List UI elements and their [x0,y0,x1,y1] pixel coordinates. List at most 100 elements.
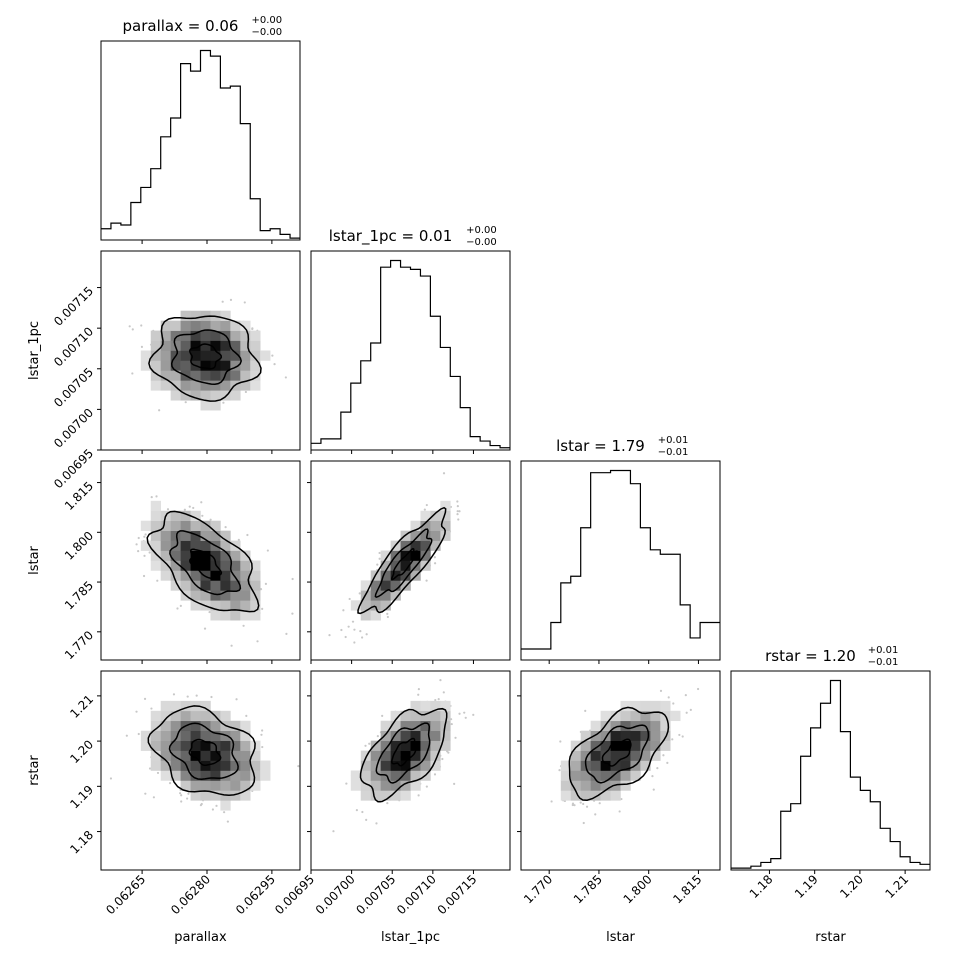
hist-panel-lstar: lstar = 1.79 +0.01−0.01 [520,435,721,664]
panel-frame [100,670,301,871]
density-cell [240,360,251,371]
density-cell [150,550,161,561]
density-cell [250,350,261,361]
density-cell [390,730,401,741]
xtick-label-lstar_1pc: 0.00700 [313,872,358,917]
density-cell [190,590,201,601]
density-cell [390,750,401,761]
density-cell [420,510,431,521]
density-cell [360,780,371,791]
sample-point [573,804,576,807]
contour-level-3 [357,506,447,615]
sample-point [425,503,428,507]
density-cell [230,580,241,591]
density-cell [390,580,401,591]
sample-point [464,716,467,719]
density-cell [610,760,621,771]
density-cell [640,710,651,722]
ytick-label-lstar: 1.800 [62,529,96,563]
density-cell [600,760,611,771]
sample-point [662,754,665,757]
density-cell [200,390,211,401]
density-cell [170,570,181,581]
density-cell [190,510,201,521]
density-cell [190,320,201,331]
density-cell [150,380,161,391]
density-cell [220,710,231,722]
contour-level-1 [390,547,419,581]
density-cell [640,760,651,771]
density-cell [170,720,181,731]
density-cell [160,740,171,751]
ytick-label-lstar: 1.785 [62,578,96,612]
sample-point [261,729,264,732]
density-cell [170,530,181,541]
density-cell [220,750,231,761]
sample-point [353,641,356,644]
density-cell [230,360,241,371]
contour-level-2 [168,722,239,781]
density-cell [420,520,431,531]
density-cell [250,360,261,371]
density-cell [180,710,191,722]
sample-point [359,630,362,633]
density-cell [360,790,371,801]
density-cell [420,730,431,741]
density-cell [360,760,371,771]
xtick-label-parallax: 0.06265 [103,872,148,917]
density-cell [240,600,251,611]
sample-point [667,696,670,699]
sample-point [472,713,475,716]
sample-point [652,788,655,791]
density-cell [230,390,241,401]
sample-point [237,538,240,541]
yaxis-label-lstar_1pc: lstar_1pc [27,321,42,380]
title-plus-rstar: +0.01 [868,645,899,656]
density-cell [230,770,241,781]
density-cell [610,770,621,781]
density-cell [420,530,431,541]
density-cell [380,550,391,561]
density-cell [630,750,641,761]
contour-level-3 [148,315,262,402]
density-cell [240,350,251,361]
density-cell [190,760,201,771]
sample-point [447,751,450,754]
density-cell [150,520,161,531]
density-cell [200,770,211,781]
sample-point [137,536,140,540]
xaxis-label-lstar: lstar [606,930,635,945]
density-cell [560,770,572,781]
density-cell [190,710,201,722]
panel-rstar-vs-lstar_1pc [307,670,511,874]
sample-point [453,782,456,785]
contour-level-3 [146,510,260,613]
density-cell [230,780,241,791]
density-cell [230,550,241,561]
density-cell [230,350,241,361]
density-cell [150,530,161,541]
sample-point [273,363,276,366]
density-cell [650,750,661,761]
density-cell [260,760,271,771]
density-cell [180,700,191,712]
density-cell [180,510,191,521]
density-cell [200,580,211,591]
density-cell [160,720,171,731]
density-cell [200,750,211,761]
density-cell [200,570,211,581]
density-cell [170,370,181,381]
density-cell [190,780,201,791]
panel-title-lstar: lstar = 1.79 [556,437,645,455]
density-cell [360,770,371,781]
panel-lstar_1pc-vs-parallax [97,250,301,454]
sample-point [148,767,152,770]
density-cell [260,350,271,361]
sample-point [158,409,161,412]
sample-point [144,792,147,795]
sample-point [143,554,146,557]
density-cell [660,730,671,741]
density-cell [210,730,221,741]
density-cell [150,350,161,361]
